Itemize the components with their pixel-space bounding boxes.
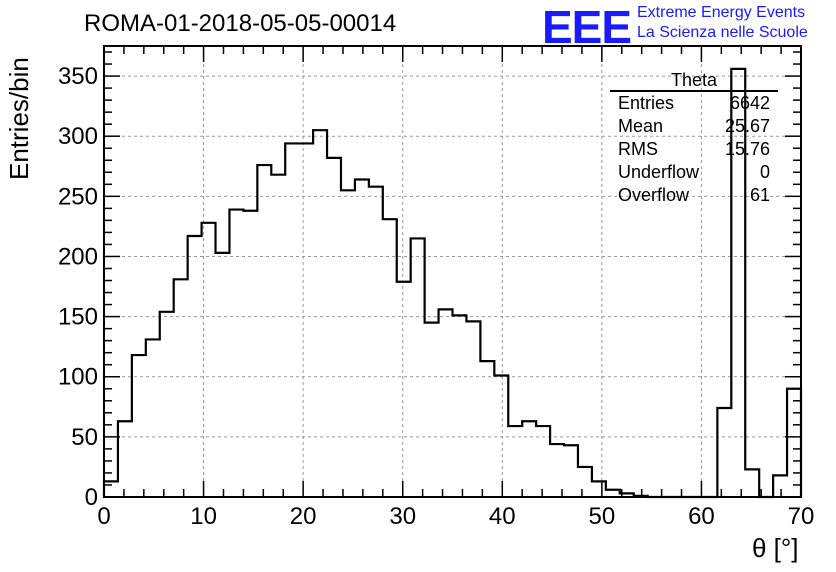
- x-tick-label: 40: [489, 503, 516, 530]
- histogram-bin: [299, 143, 313, 497]
- histogram-bin: [271, 175, 285, 497]
- y-tick-label: 0: [85, 484, 98, 511]
- x-tick-label: 0: [97, 503, 110, 530]
- histogram-bin: [132, 355, 146, 497]
- histogram-bin: [425, 323, 439, 497]
- histogram-bin: [745, 469, 759, 497]
- stats-value: 15.76: [724, 139, 770, 159]
- histogram-bin: [104, 481, 118, 497]
- logo-line-1: Extreme Energy Events: [637, 4, 806, 21]
- histogram-bin: [787, 389, 801, 497]
- x-tick-label: 30: [389, 503, 416, 530]
- histogram-bin: [313, 130, 327, 497]
- histogram-bin: [174, 279, 188, 497]
- stats-label: Mean: [618, 116, 664, 136]
- y-tick-label: 350: [58, 63, 98, 90]
- histogram-bin: [188, 236, 202, 497]
- histogram-bin: [216, 253, 230, 497]
- x-tick-label: 60: [688, 503, 715, 530]
- x-tick-label: 50: [589, 503, 616, 530]
- histogram-bin: [466, 321, 480, 497]
- stats-value: 61: [749, 185, 770, 205]
- x-tick-label: 10: [190, 503, 217, 530]
- plot-frame: [103, 45, 802, 498]
- histogram-bin: [453, 315, 467, 497]
- histogram-bin: [369, 187, 383, 497]
- stats-title: Theta: [610, 70, 778, 92]
- stats-value: 6642: [729, 93, 770, 113]
- y-tick-label: 150: [58, 304, 98, 331]
- y-tick-label: 50: [71, 424, 98, 451]
- histogram-bin: [327, 158, 341, 497]
- y-tick-label: 250: [58, 183, 98, 210]
- histogram-bin: [118, 421, 132, 497]
- logo-line-2: La Scienza nelle Scuole: [637, 24, 808, 41]
- y-axis-label: Entries/bin: [4, 57, 34, 180]
- y-tick-label: 200: [58, 243, 98, 270]
- histogram-bin: [383, 219, 397, 497]
- y-tick-label: 100: [58, 364, 98, 391]
- histogram-bin: [480, 361, 494, 497]
- histogram-bin: [522, 421, 536, 497]
- stats-row-entries: Entries 6642: [610, 92, 778, 115]
- histogram-bin: [397, 282, 411, 497]
- stats-row-rms: RMS 15.76: [610, 138, 778, 161]
- chart-title: ROMA-01-2018-05-05-00014: [84, 10, 397, 37]
- histogram-bin: [411, 238, 425, 497]
- stats-value: 0: [759, 162, 770, 182]
- x-axis-label: θ [°]: [752, 533, 799, 563]
- histogram-bin: [160, 312, 174, 497]
- histogram-bin: [592, 481, 606, 497]
- histogram-bin: [773, 475, 787, 497]
- stats-value: 25.67: [724, 116, 770, 136]
- histogram-bin: [439, 309, 453, 497]
- stats-label: Underflow: [618, 162, 700, 182]
- stats-label: RMS: [618, 139, 658, 159]
- histogram-bin: [355, 179, 369, 497]
- x-tick-label: 20: [290, 503, 317, 530]
- eee-logo: EEE: [542, 1, 632, 53]
- histogram-bin: [257, 165, 271, 497]
- stats-row-underflow: Underflow 0: [610, 161, 778, 184]
- histogram-bin: [717, 408, 731, 497]
- histogram-bin: [578, 467, 592, 497]
- x-tick-label: 70: [788, 503, 815, 530]
- histogram-bin: [146, 339, 160, 497]
- stats-label: Entries: [618, 93, 675, 113]
- stats-row-overflow: Overflow 61: [610, 184, 778, 207]
- histogram-bin: [229, 210, 243, 497]
- histogram-bin: [243, 211, 257, 497]
- histogram-bin: [494, 376, 508, 497]
- stats-box: Theta Entries 6642 Mean 25.67 RMS 15.76 …: [610, 70, 778, 207]
- stats-row-mean: Mean 25.67: [610, 115, 778, 138]
- histogram-bin: [341, 190, 355, 497]
- y-tick-label: 300: [58, 123, 98, 150]
- histogram-bin: [564, 445, 578, 497]
- stats-label: Overflow: [618, 185, 690, 205]
